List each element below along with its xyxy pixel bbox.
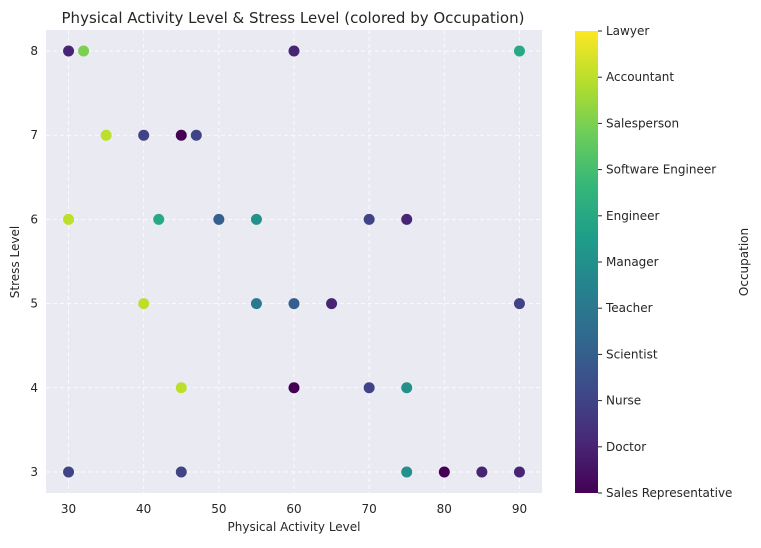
data-point — [190, 129, 202, 141]
data-point — [78, 45, 90, 57]
x-axis-label: Physical Activity Level — [228, 520, 361, 534]
colorbar-label: Occupation — [737, 228, 751, 296]
x-tick-label: 40 — [136, 502, 151, 516]
data-point — [288, 298, 300, 310]
data-point — [326, 298, 338, 310]
colorbar-tick-label: Manager — [606, 255, 659, 269]
data-point — [513, 45, 525, 57]
colorbar-tick-label: Scientist — [606, 347, 658, 361]
y-tick-label: 4 — [30, 381, 38, 395]
data-point — [513, 466, 525, 478]
y-tick-label: 7 — [30, 128, 38, 142]
x-tick-label: 30 — [61, 502, 76, 516]
data-point — [100, 129, 112, 141]
y-axis-label: Stress Level — [8, 226, 22, 298]
data-point — [250, 213, 262, 225]
colorbar-tick-label: Software Engineer — [606, 163, 716, 177]
data-point — [363, 382, 375, 394]
data-point — [401, 213, 413, 225]
data-point — [476, 466, 488, 478]
colorbar-tick-label: Salesperson — [606, 116, 679, 130]
x-tick-label: 90 — [512, 502, 527, 516]
data-point — [401, 466, 413, 478]
y-tick-label: 3 — [30, 465, 38, 479]
data-point — [250, 298, 262, 310]
x-tick-label: 60 — [286, 502, 301, 516]
data-point — [213, 213, 225, 225]
colorbar — [575, 31, 598, 493]
x-tick-label: 50 — [211, 502, 226, 516]
y-tick-label: 5 — [30, 297, 38, 311]
y-tick-label: 6 — [30, 212, 38, 226]
data-point — [63, 213, 75, 225]
data-point — [175, 466, 187, 478]
colorbar-tick-label: Engineer — [606, 209, 660, 223]
data-point — [175, 382, 187, 394]
data-point — [401, 382, 413, 394]
data-points — [63, 45, 525, 478]
x-tick-labels: 30 40 50 60 70 80 90 — [61, 502, 527, 516]
data-point — [438, 466, 450, 478]
x-tick-label: 80 — [437, 502, 452, 516]
data-point — [175, 129, 187, 141]
data-point — [288, 45, 300, 57]
data-point — [63, 466, 75, 478]
colorbar-tick-labels: Sales Representative Doctor Nurse Scientist… — [598, 24, 732, 500]
data-point — [138, 298, 150, 310]
y-tick-label: 8 — [30, 44, 38, 58]
colorbar-tick-label: Nurse — [606, 394, 641, 408]
data-point — [288, 382, 300, 394]
x-tick-label: 70 — [362, 502, 377, 516]
colorbar-tick-label: Sales Representative — [606, 486, 732, 500]
colorbar-tick-label: Teacher — [605, 301, 653, 315]
data-point — [63, 45, 75, 57]
data-point — [363, 213, 375, 225]
chart-title: Physical Activity Level & Stress Level (… — [62, 9, 525, 27]
y-tick-labels: 3 4 5 6 7 8 — [30, 44, 38, 479]
data-point — [153, 213, 165, 225]
colorbar-tick-label: Doctor — [606, 440, 646, 454]
colorbar-tick-label: Accountant — [606, 70, 674, 84]
data-point — [513, 298, 525, 310]
data-point — [138, 129, 150, 141]
colorbar-tick-label: Lawyer — [606, 24, 649, 38]
